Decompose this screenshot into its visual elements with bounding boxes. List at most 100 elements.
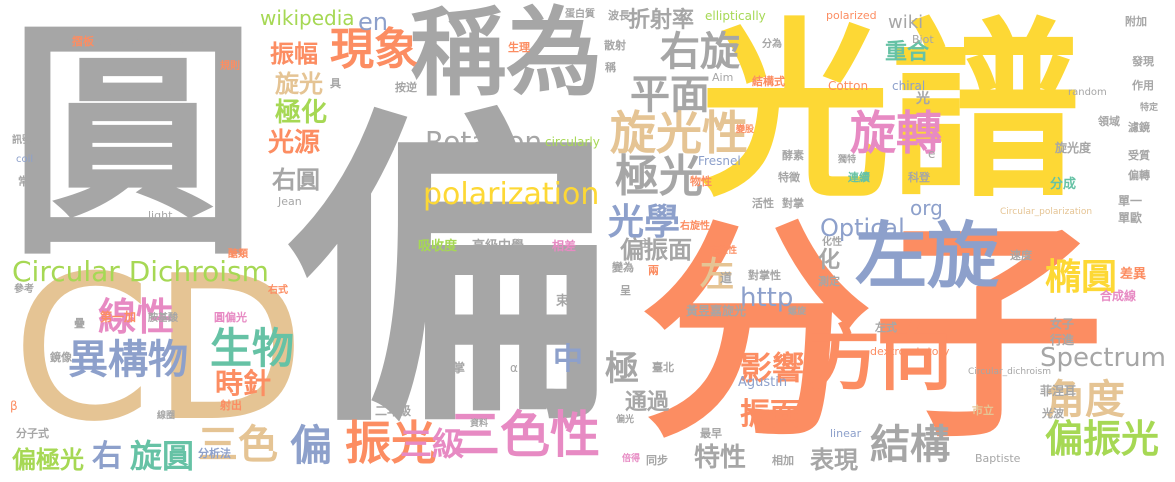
word-tezheng: 特徵 [778,171,800,184]
word-bianwei: 變為 [612,261,634,274]
word-polarization: polarization [423,177,600,212]
word-rotation: Rotation [425,125,543,158]
word-guangpu: 光譜 [700,2,1081,223]
word-alpha: α [510,361,518,375]
word-ce: 測定 [818,275,840,288]
word-jean: Jean [278,195,302,208]
word-circular-dichroism-small: Circular_dichroism [968,367,1051,377]
word-sudu: 速度 [1010,249,1032,262]
word-xuanyuan: 旋圓 [130,437,195,475]
word-erji: 二年級 [375,404,412,418]
word-zuizao: 最早 [700,427,722,440]
word-fenzi: 分子 [640,199,1105,469]
word-anjisuan: 胺基酸 [148,313,178,324]
word-dao: 道 [720,271,733,285]
word-circular-dichroism: Circular Dichroism [12,255,269,288]
word-yigouwu: 異構物 [68,337,188,383]
word-pianzhenguang: 偏振光 [1045,417,1160,461]
word-tuoyuan: 橢圓 [1045,257,1118,298]
word-circular-polarization: Circular_polarization [1000,207,1093,217]
word-yuanpianguang: 圓偏光 [214,311,247,324]
word-hua: 化 [818,248,841,273]
word-zuoxuanxing: 左旋性 [710,246,738,256]
word-chayi: 差異 [1120,267,1147,282]
word-danyi: 單一 [1118,194,1143,208]
word-you: 右 [92,439,122,474]
word-guize: 規則 [220,61,240,72]
word-jiegou: 結構 [870,422,950,468]
word-duyou: 獨特 [838,155,857,165]
word-faxian: 發現 [1132,55,1154,68]
word-pian-small: 偏 [290,421,333,470]
word-sanshe: 散射 [604,39,626,52]
word-cankao: 參考 [14,284,34,295]
word-bobo: 波長 [608,9,630,22]
word-texing: 特性 [694,443,747,473]
word-danbaizhi: 蛋白質 [565,9,595,20]
word-xishoudu: 吸收度 [418,239,458,254]
word-en: en [358,8,388,36]
word-huoxing: 活性 [752,197,774,210]
word-shili: 市立 [972,404,994,417]
word-biot: Biot [912,33,934,46]
word-yingxiang: 影響 [740,349,805,387]
word-agustin: Agustin [738,375,788,390]
word-pianzhuan: 偏轉 [1128,169,1150,182]
word-zuoxuan: 左旋 [855,214,1000,298]
word-duizhangxing: 對掌性 [748,269,781,282]
word-huaxing: 化性 [822,237,842,248]
word-youxuanxing: 右旋性 [680,221,710,232]
word-optical: Optical [820,214,905,242]
word-shengli: 生理 [508,41,530,54]
word-yuan: 圓 [8,0,258,288]
word-fenxifa: 分析法 [198,447,231,460]
word-feinier: 菲涅耳 [1040,384,1077,398]
word-guangyuan: 光源 [268,128,321,158]
word-polarized: polarized [826,9,877,22]
word-xishou: 吸收 [372,139,394,152]
word-cd: CD [12,233,306,466]
word-zhesheli: 折射率 [628,8,695,33]
word-fujia: 附加 [1125,15,1147,28]
word-aim: Aim [712,71,734,84]
word-lian: 兩 [648,264,659,277]
word-kedeng: 科登 [908,171,930,184]
word-diyijia: 第一加 [100,310,137,324]
word-zuoban: 摺板 [72,35,94,48]
word-xiangjia: 相加 [772,454,794,467]
word-huangyu: 黃昱嘉旋光 [686,304,747,318]
word-fencheng: 分成 [1050,177,1077,192]
word-zhang: 掌 [453,361,466,375]
word-xianquan: 線圈 [157,411,176,421]
word-chiral: chiral [892,79,926,93]
word-xuanguangdu: 旋光度 [1055,141,1092,155]
word-dextrorotatory: dextrorotatory [870,345,950,358]
word-ji: 極 [605,349,639,389]
word-beide: 倍得 [622,454,641,464]
word-jiaodu: 角度 [1045,377,1125,423]
word-pianjiguang: 偏極光 [12,446,84,474]
word-gaoji: 高級中學 [472,239,525,254]
word-shu: 束 [556,294,570,309]
word-tongbu: 同步 [646,454,668,467]
word-shouzhi: 受質 [1128,149,1150,162]
word-mei: 酵素 [782,149,804,162]
word-coil: coil [16,154,34,165]
word-shizhen: 時針 [215,367,272,400]
word-chang: 常 [18,175,29,188]
word-xiangcha: 相差 [552,239,577,253]
word-levorotatory: levorotatory [118,35,186,48]
word-light: light [148,209,173,222]
word-xuanguangxing: 旋光性 [610,106,748,160]
word-chengwei: 稱為 [410,0,602,109]
word-suanlei: 醣類 [228,249,248,260]
word-jingxiang: 鏡像 [50,351,72,364]
word-zhong: 中 [553,342,583,377]
word-wuxing: 物性 [690,175,712,188]
word-jihua: 極化 [275,98,328,128]
word-tongguo: 通過 [625,390,670,415]
word-zuoshi: 左式 [875,321,897,334]
word-biaoxian: 表現 [810,446,858,474]
word-xianxing: 線性 [98,295,175,339]
